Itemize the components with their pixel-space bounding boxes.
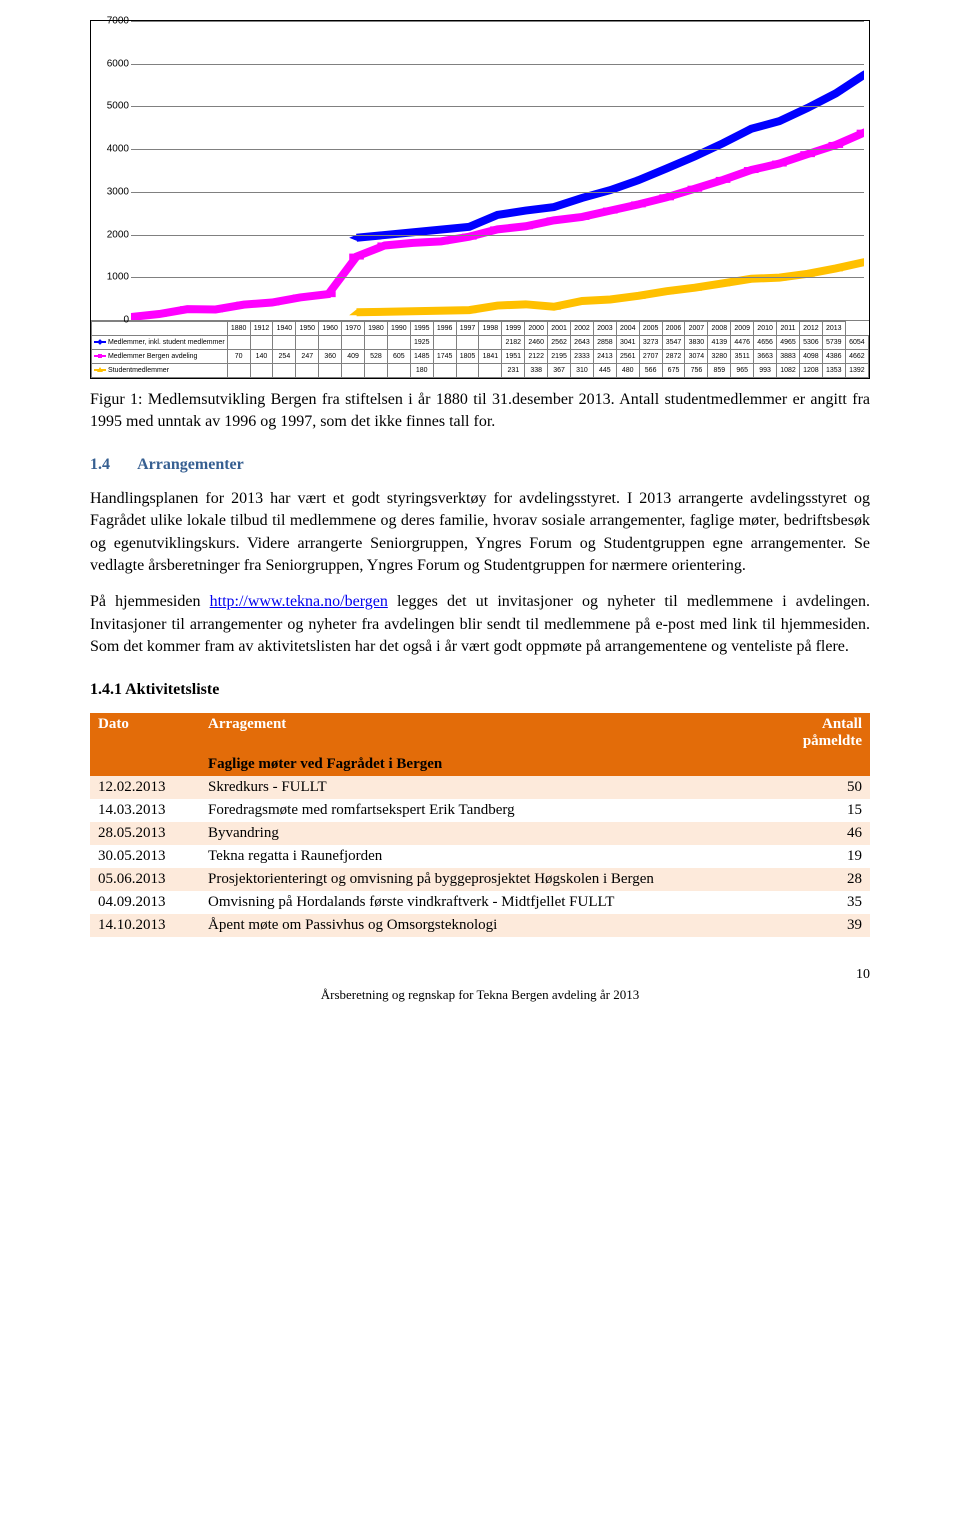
table-row: 30.05.2013Tekna regatta i Raunefjorden19 — [90, 845, 870, 868]
y-tick-label: 4000 — [107, 144, 129, 155]
chart-container: 01000200030004000500060007000 1880191219… — [90, 20, 870, 379]
table-header-cell: Dato — [90, 713, 200, 753]
table-row: 04.09.2013Omvisning på Hordalands første… — [90, 891, 870, 914]
table-row: 14.10.2013Åpent møte om Passivhus og Oms… — [90, 914, 870, 937]
page-footer: Årsberetning og regnskap for Tekna Berge… — [90, 987, 870, 1003]
y-tick-label: 2000 — [107, 229, 129, 240]
y-tick-label: 6000 — [107, 58, 129, 69]
y-tick-label: 5000 — [107, 101, 129, 112]
figure-caption: Figur 1: Medlemsutvikling Bergen fra sti… — [90, 389, 870, 434]
paragraph-1: Handlingsplanen for 2013 har vært et god… — [90, 488, 870, 578]
table-row: 14.03.2013Foredragsmøte med romfartseksp… — [90, 799, 870, 822]
homepage-link[interactable]: http://www.tekna.no/bergen — [210, 593, 388, 610]
section-title: Arrangementer — [137, 456, 244, 473]
table-row: 12.02.2013Skredkurs - FULLT50 — [90, 776, 870, 799]
paragraph-2: På hjemmesiden http://www.tekna.no/berge… — [90, 591, 870, 658]
chart-svg — [131, 21, 864, 320]
y-tick-label: 1000 — [107, 272, 129, 283]
para2-pre: På hjemmesiden — [90, 593, 210, 610]
table-row: 28.05.2013Byvandring46 — [90, 822, 870, 845]
table-header-cell: Arragement — [200, 713, 795, 753]
subsection-heading: 1.4.1 Aktivitetsliste — [90, 681, 870, 699]
section-number: 1.4 — [90, 456, 110, 473]
y-tick-label: 0 — [123, 315, 129, 326]
section-heading: 1.4 Arrangementer — [90, 456, 870, 474]
chart-data-table: 1880191219401950196019701980199019951996… — [91, 321, 869, 378]
table-header-cell: Antall påmeldte — [795, 713, 870, 753]
y-tick-label: 7000 — [107, 16, 129, 27]
table-row: 05.06.2013Prosjektorienteringt og omvisn… — [90, 868, 870, 891]
y-tick-label: 3000 — [107, 186, 129, 197]
page-number: 10 — [90, 967, 870, 983]
chart-plot-area: 01000200030004000500060007000 — [91, 21, 869, 321]
activity-table: DatoArragementAntall påmeldte Faglige mø… — [90, 713, 870, 937]
